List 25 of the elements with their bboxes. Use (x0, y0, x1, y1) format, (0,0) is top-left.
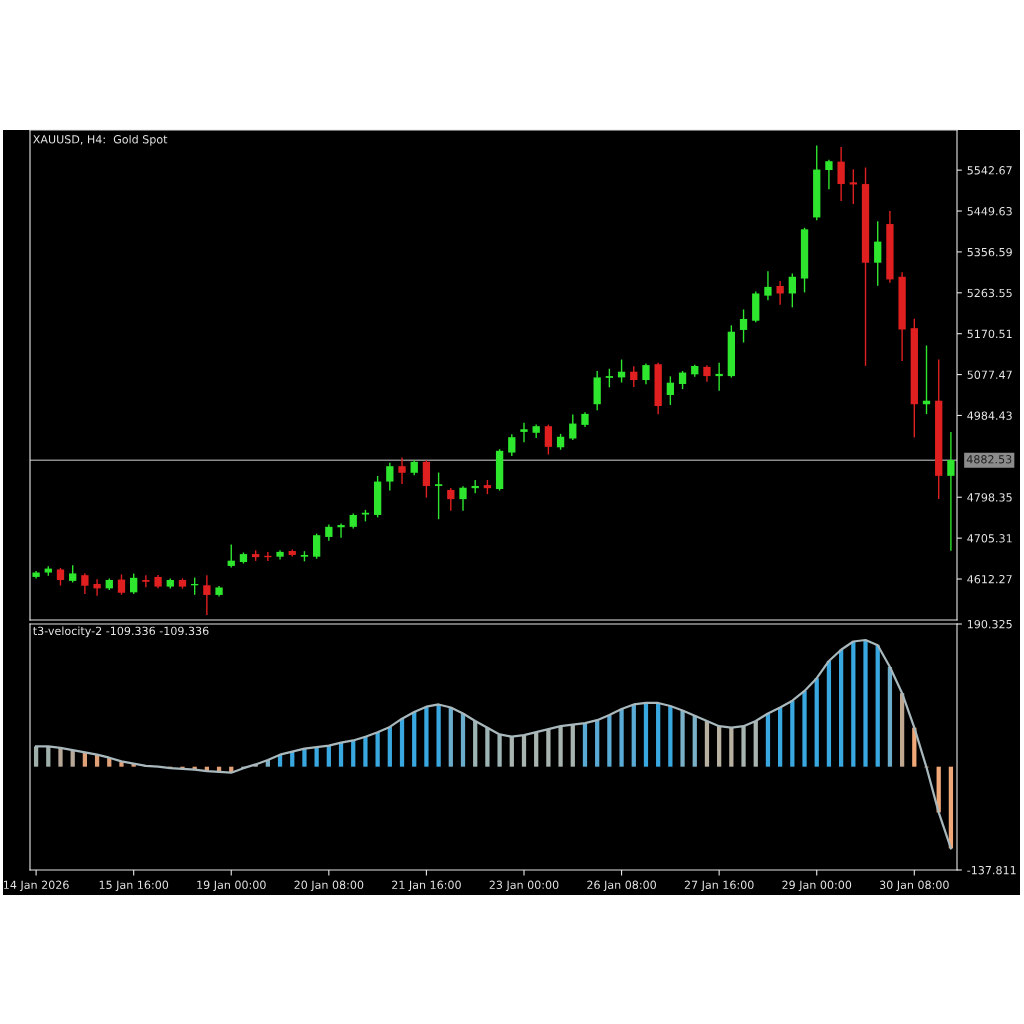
chart-title: XAUUSD, H4: Gold Spot (33, 134, 168, 146)
y-tick-label: 4798.35 (967, 493, 1012, 502)
x-tick-label: 29 Jan 00:00 (782, 880, 852, 892)
x-tick-label: 30 Jan 08:00 (879, 880, 949, 892)
x-tick-label: 27 Jan 16:00 (684, 880, 754, 892)
y-tick-label: 5356.59 (967, 247, 1012, 257)
y-tick-label: 5542.67 (967, 166, 1012, 175)
y-tick-label: -137.811 (967, 865, 1016, 875)
y-tick-label: 5263.55 (967, 288, 1012, 298)
x-tick-label: 14 Jan 2026 (4, 880, 69, 892)
y-tick-label: 4612.27 (967, 574, 1012, 584)
y-tick-label: 5170.51 (967, 329, 1012, 339)
y-tick-label: 4984.43 (967, 411, 1012, 420)
x-tick-label: 19 Jan 00:00 (197, 880, 266, 892)
x-tick-label: 23 Jan 00:00 (489, 880, 559, 892)
x-tick-label: 26 Jan 08:00 (587, 880, 657, 892)
x-tick-label: 15 Jan 16:00 (99, 880, 169, 892)
y-tick-label: 190.325 (967, 619, 1012, 629)
y-tick-label: 5449.63 (967, 207, 1012, 216)
x-tick-label: 20 Jan 08:00 (294, 880, 364, 892)
y-tick-label: 4705.31 (967, 534, 1012, 543)
ref-line-label: 4882.53 (966, 455, 1012, 464)
y-tick-label: 5077.47 (967, 370, 1012, 379)
chart-title: t3-velocity-2 -109.336 -109.336 (33, 626, 209, 638)
x-tick-label: 21 Jan 16:00 (392, 880, 461, 892)
